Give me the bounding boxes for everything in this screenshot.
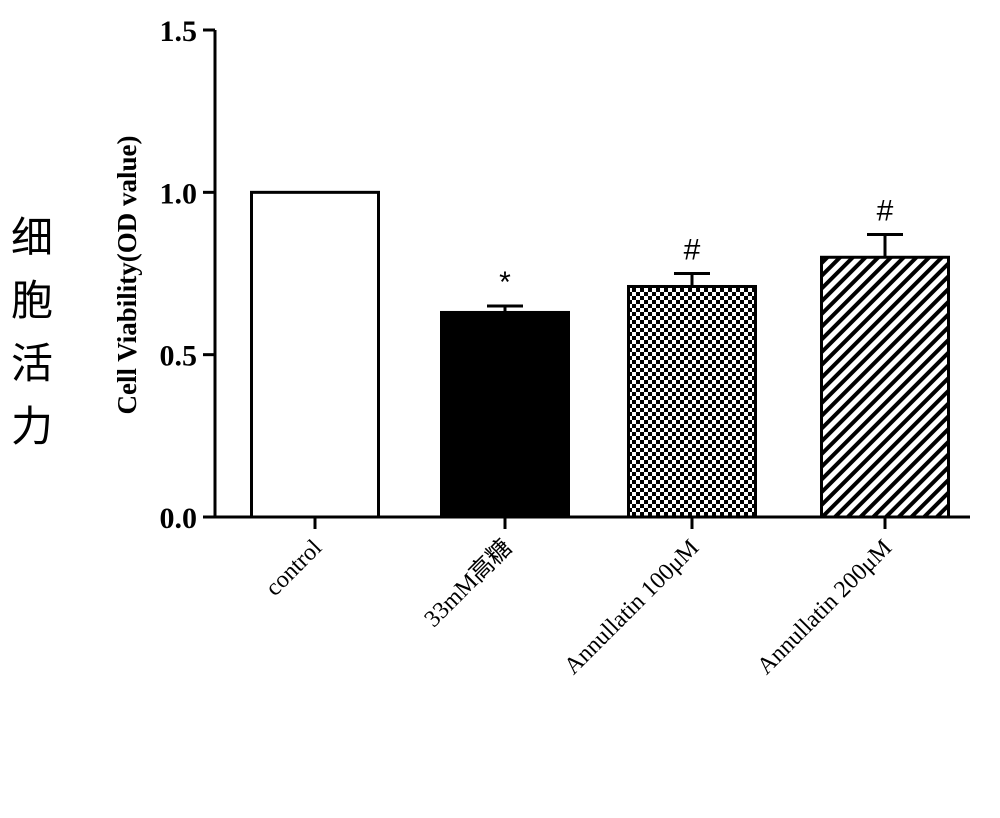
x-tick-label: control [261, 535, 328, 602]
x-tick-labels-group: control 33mM高糖 Annullatin 100μM Annullatin … [261, 534, 897, 680]
y-tick-label: 0.5 [160, 340, 198, 373]
y-axis-label: Cell Viability(OD value) [112, 136, 142, 415]
bar [627, 284, 757, 519]
significance-marker: * [499, 266, 511, 299]
y-tick-label: 1.0 [160, 177, 198, 210]
bar [250, 190, 380, 519]
y-axis-label-zh-char: 力 [11, 402, 53, 451]
significance-marker: # [877, 195, 894, 228]
y-axis-label-zh-char: 胞 [11, 276, 53, 325]
significance-marker: # [684, 234, 701, 267]
y-tick-label: 0.0 [160, 502, 198, 535]
y-axis-label-zh-char: 细 [11, 213, 53, 262]
bars-group: * # # [250, 190, 950, 519]
y-axis-label-zh-char: 活 [11, 339, 53, 388]
x-tick-label: 33mM高糖 [419, 534, 517, 632]
bar [440, 310, 570, 519]
x-tick-label: Annullatin 100μM [559, 535, 704, 680]
bar [820, 255, 950, 519]
y-tick-label: 1.5 [160, 15, 198, 48]
x-tick-label: Annullatin 200μM [752, 535, 897, 680]
